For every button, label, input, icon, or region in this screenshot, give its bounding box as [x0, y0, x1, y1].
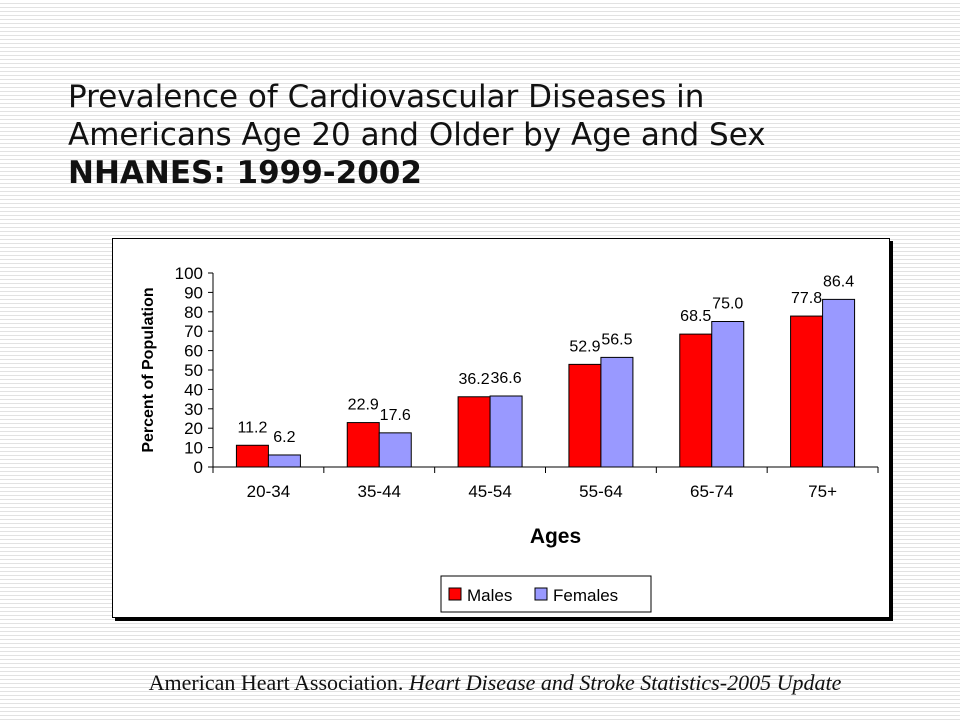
bar-males: [790, 315, 824, 468]
x-tick-label: 55-64: [579, 482, 622, 501]
y-tick-label: 20: [184, 419, 203, 438]
y-tick-label: 60: [184, 342, 203, 361]
data-label: 36.6: [491, 370, 522, 387]
bar-females: [822, 298, 856, 468]
data-label: 36.2: [459, 371, 490, 388]
x-tick-label: 75+: [808, 482, 837, 501]
data-label: 6.2: [273, 429, 295, 446]
data-label: 77.8: [791, 290, 822, 307]
data-label: 22.9: [348, 397, 379, 414]
y-tick-label: 40: [184, 380, 203, 399]
y-tick-label: 90: [184, 283, 203, 302]
y-axis-title: Percent of Population: [140, 287, 157, 452]
data-label: 52.9: [569, 338, 600, 355]
legend-label-males: Males: [467, 586, 512, 605]
y-tick-label: 30: [184, 400, 203, 419]
x-axis-title: Ages: [530, 525, 581, 548]
caption-author: American Heart Association.: [148, 670, 409, 695]
data-label: 17.6: [380, 407, 411, 424]
bar-males: [568, 363, 602, 468]
y-tick-label: 100: [175, 264, 203, 283]
bar-females: [378, 432, 412, 468]
title-subtitle: NHANES: 1999-2002: [68, 155, 422, 191]
slide-title: Prevalence of Cardiovascular Diseases in…: [68, 78, 928, 192]
data-label: 75.0: [712, 296, 743, 313]
bar-females: [711, 321, 745, 468]
y-tick-label: 50: [184, 361, 203, 380]
legend-swatch-males: [448, 587, 462, 601]
bar-females: [489, 395, 523, 468]
x-tick-label: 20-34: [247, 482, 290, 501]
caption-publication: Heart Disease and Stroke Statistics-2005…: [408, 670, 842, 695]
data-label: 11.2: [237, 419, 267, 436]
source-caption: American Heart Association. Heart Diseas…: [0, 670, 960, 696]
y-tick-label: 10: [184, 439, 203, 458]
x-tick-label: 35-44: [358, 482, 401, 501]
legend-swatch-females: [534, 587, 548, 601]
x-tick-label: 45-54: [468, 482, 511, 501]
title-line-1: Prevalence of Cardiovascular Diseases in: [68, 79, 705, 115]
y-tick-label: 0: [194, 458, 203, 477]
bar-females: [600, 356, 634, 468]
x-tick-label: 65-74: [690, 482, 733, 501]
bar-males: [679, 333, 713, 468]
bar-males: [457, 396, 491, 468]
legend-label-females: Females: [553, 586, 618, 605]
bar-females: [267, 454, 301, 468]
y-tick-label: 70: [184, 322, 203, 341]
chart-panel: 0 10 20 30 40 50 60 70 80 90 100 11.2 6.2 20-34 22.9 17…: [112, 238, 890, 618]
y-tick-label: 80: [184, 303, 203, 322]
bar-males: [346, 422, 380, 468]
data-label: 68.5: [680, 308, 711, 325]
data-label: 86.4: [823, 273, 854, 290]
title-line-2: Americans Age 20 and Older by Age and Se…: [68, 117, 766, 153]
bar-males: [235, 444, 269, 468]
data-label: 56.5: [601, 331, 632, 348]
